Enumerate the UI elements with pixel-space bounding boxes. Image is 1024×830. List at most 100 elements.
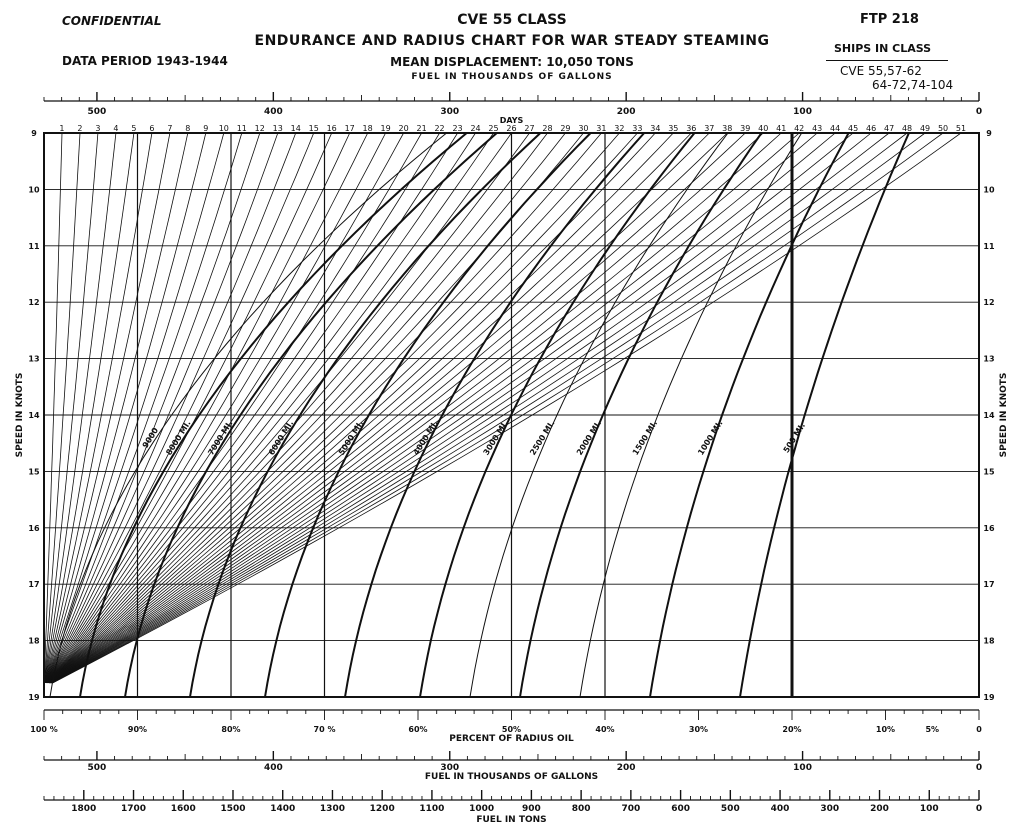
radius-curve-label: 4000 MI. xyxy=(412,419,440,457)
day-curve xyxy=(49,132,602,684)
speed-tick-left: 9 xyxy=(31,129,37,138)
day-tick-label: 17 xyxy=(345,124,355,133)
day-tick-label: 27 xyxy=(524,124,534,133)
radius-curve xyxy=(124,132,498,698)
day-curve xyxy=(49,132,620,684)
ftp-number: FTP 218 xyxy=(860,12,919,27)
percent-tick-label: 90% xyxy=(128,725,147,734)
percent-tick-label: 40% xyxy=(595,725,614,734)
day-curve xyxy=(51,132,800,684)
day-tick-label: 51 xyxy=(956,124,966,133)
ships-in-class-underline xyxy=(826,60,948,61)
day-curve xyxy=(51,132,872,684)
speed-tick-left: 12 xyxy=(28,298,39,307)
day-curve xyxy=(47,132,422,684)
percent-tick-label: 100 % xyxy=(30,725,58,734)
radius-curve xyxy=(264,132,592,698)
day-curve xyxy=(44,132,135,683)
chart-title: ENDURANCE AND RADIUS CHART FOR WAR STEAD… xyxy=(254,33,770,49)
day-tick-label: 36 xyxy=(686,124,696,133)
day-curve xyxy=(47,132,458,684)
ships-list-line1: CVE 55,57-62 xyxy=(840,64,922,78)
speed-tick-right: 14 xyxy=(983,411,995,420)
day-tick-label: 35 xyxy=(668,124,678,133)
radius-curve xyxy=(344,132,645,698)
tons-tick-label: 1200 xyxy=(370,804,395,814)
tons-tick-label: 1000 xyxy=(469,804,494,814)
bottom-fuel-tick-label: 200 xyxy=(617,763,636,773)
day-tick-label: 29 xyxy=(560,124,570,133)
speed-tick-left: 15 xyxy=(28,467,40,476)
day-tick-label: 20 xyxy=(399,124,409,133)
day-curve xyxy=(46,132,297,684)
radius-curve xyxy=(519,132,763,698)
day-curve xyxy=(46,132,333,684)
speed-tick-left: 19 xyxy=(28,693,40,702)
day-tick-label: 23 xyxy=(452,124,462,133)
speed-tick-right: 15 xyxy=(983,467,995,476)
plot-border xyxy=(43,132,980,698)
radius-curve xyxy=(189,132,542,698)
speed-tick-right: 10 xyxy=(983,185,995,194)
day-tick-label: 37 xyxy=(704,124,714,133)
day-tick-label: 21 xyxy=(417,124,427,133)
speed-tick-right: 12 xyxy=(983,298,994,307)
day-tick-label: 25 xyxy=(488,124,498,133)
tons-tick-label: 400 xyxy=(771,804,790,814)
speed-tick-left: 10 xyxy=(28,185,40,194)
tons-scale-title: FUEL IN TONS xyxy=(476,815,546,825)
percent-tick-label: 30% xyxy=(689,725,708,734)
day-tick-label: 16 xyxy=(327,124,337,133)
day-curve xyxy=(45,132,261,684)
day-curve xyxy=(50,132,728,684)
day-tick-label: 12 xyxy=(255,124,265,133)
percent-tick-label: 60% xyxy=(408,725,427,734)
day-tick-label: 48 xyxy=(902,124,912,133)
top-fuel-tick-label: 400 xyxy=(264,107,283,117)
speed-tick-right: 9 xyxy=(986,129,992,138)
tons-tick-label: 1400 xyxy=(270,804,295,814)
speed-tick-left: 18 xyxy=(28,637,40,646)
top-fuel-tick-label: 200 xyxy=(617,107,636,117)
bottom-fuel-tick-label: 100 xyxy=(793,763,812,773)
bottom-fuel-tick-label: 300 xyxy=(440,763,459,773)
tons-tick-label: 800 xyxy=(572,804,591,814)
percent-tick-label: 5% xyxy=(925,725,939,734)
day-tick-label: 38 xyxy=(722,124,732,133)
day-tick-label: 10 xyxy=(219,124,229,133)
speed-tick-left: 13 xyxy=(28,355,39,364)
tons-tick-label: 100 xyxy=(920,804,939,814)
day-tick-label: 7 xyxy=(167,124,172,133)
day-curve xyxy=(47,132,440,684)
day-curve xyxy=(51,132,890,684)
day-curve xyxy=(49,132,692,684)
tons-tick-label: 1300 xyxy=(320,804,345,814)
speed-tick-left: 11 xyxy=(28,242,40,251)
day-curve xyxy=(51,132,818,684)
day-curve xyxy=(43,132,81,683)
day-tick-label: 22 xyxy=(434,124,444,133)
day-curve xyxy=(51,132,854,684)
plot-frame xyxy=(43,132,980,698)
day-tick-label: 30 xyxy=(578,124,588,133)
tons-tick-label: 1500 xyxy=(220,804,245,814)
day-tick-label: 4 xyxy=(113,124,118,133)
speed-tick-left: 17 xyxy=(28,580,39,589)
percent-tick-label: 20% xyxy=(782,725,801,734)
day-tick-label: 33 xyxy=(632,124,642,133)
radius-curve-label: 5000 MI. xyxy=(337,419,365,457)
radius-curve xyxy=(649,132,850,698)
day-tick-label: 49 xyxy=(920,124,930,133)
day-tick-label: 15 xyxy=(309,124,319,133)
chart-class-title: CVE 55 CLASS xyxy=(457,12,567,28)
day-curve xyxy=(44,132,117,683)
day-tick-label: 6 xyxy=(149,124,154,133)
day-tick-label: 40 xyxy=(758,124,768,133)
speed-tick-right: 16 xyxy=(983,524,995,533)
chart-subtitle: MEAN DISPLACEMENT: 10,050 TONS xyxy=(390,55,634,69)
radius-curve xyxy=(49,132,447,698)
classification-label: CONFIDENTIAL xyxy=(62,14,162,28)
top-fuel-tick-label: 0 xyxy=(976,107,982,117)
day-curve xyxy=(45,132,225,684)
